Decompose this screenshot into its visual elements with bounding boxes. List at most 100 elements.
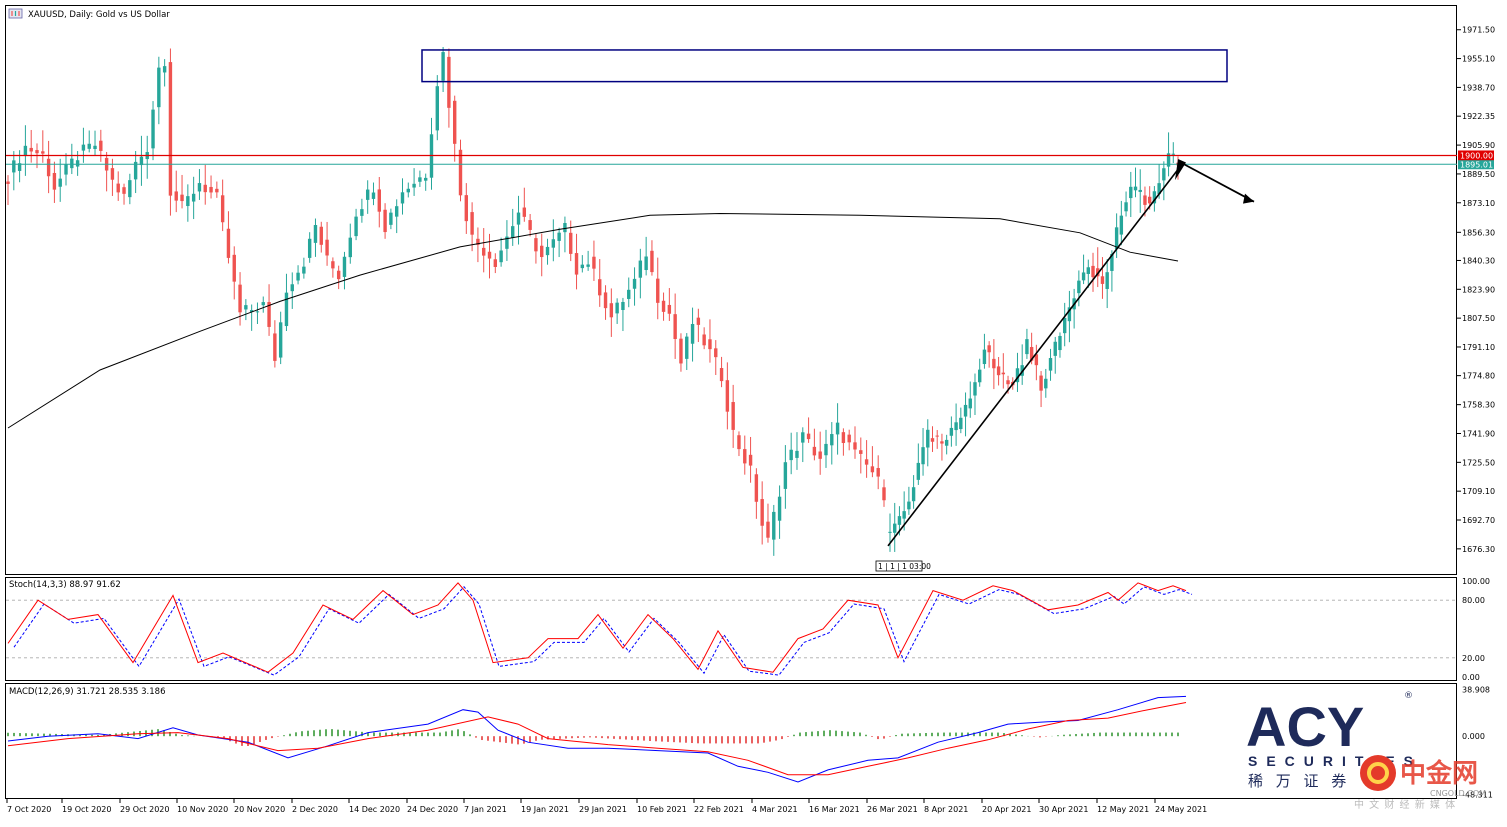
watermark-sub: CNGOLD.COM	[1430, 789, 1486, 798]
stoch-tick-label: 100.00	[1462, 577, 1490, 586]
chart-title: XAUUSD, Daily: Gold vs US Dollar	[28, 10, 170, 20]
candle-body	[1129, 186, 1133, 199]
price-tick-label: 1676.30	[1462, 545, 1495, 554]
candle-body	[777, 496, 782, 521]
candle-body	[748, 454, 753, 466]
candle-body	[122, 187, 126, 194]
candle-body	[365, 189, 370, 200]
candle-body	[35, 150, 39, 154]
stoch-pane	[5, 577, 1457, 681]
candle-body	[296, 272, 300, 281]
candle-body	[1124, 202, 1128, 212]
candle-body	[87, 143, 91, 149]
candle-body	[921, 447, 925, 465]
stoch-title: Stoch(14,3,3) 88.97 91.62	[9, 580, 121, 590]
candle-body	[6, 181, 10, 184]
candle-body	[383, 209, 387, 233]
candle-body	[944, 439, 949, 446]
candle-body	[476, 238, 480, 245]
candle-body	[968, 398, 972, 409]
price-tick-label: 1692.70	[1462, 516, 1495, 525]
price-tick-label: 1741.90	[1462, 429, 1495, 438]
forecast-arrow[interactable]	[1183, 163, 1255, 203]
candle-body	[412, 183, 416, 188]
candle-body	[978, 369, 982, 383]
moving-average	[7, 212, 1179, 429]
candle-body	[157, 67, 161, 108]
time-tick-label: 26 Mar 2021	[867, 805, 918, 814]
candle-body	[1015, 368, 1020, 383]
candle-body	[586, 264, 590, 267]
candle-body	[853, 442, 857, 450]
candle-body	[487, 251, 492, 259]
price-tick-label: 1758.30	[1462, 401, 1495, 410]
time-tick-label: 8 Apr 2021	[924, 805, 968, 814]
resistance-price-tag	[1458, 150, 1494, 161]
price-tick-label: 1955.10	[1462, 55, 1495, 64]
stochastic-oscillator: 100.00 80.00 20.00 0.00	[6, 577, 1490, 682]
candle-body	[580, 264, 585, 269]
candle-body	[17, 163, 22, 171]
current-price-label: 1895.01	[1460, 161, 1493, 170]
trend-arrow-head-icon	[1175, 158, 1186, 181]
price-tick-label: 1823.90	[1462, 285, 1495, 294]
candle-body	[1171, 153, 1175, 155]
candle-body	[603, 292, 608, 309]
candle-body	[215, 188, 219, 193]
candle-body	[244, 305, 248, 310]
candle-body	[1091, 265, 1095, 278]
chart-icon	[8, 8, 23, 19]
candle-body	[116, 183, 120, 193]
time-tick-label: 10 Nov 2020	[177, 805, 228, 814]
cngold-watermark: 中金网 CNGOLD.COM 中 文 财 经 新 媒 体	[1354, 755, 1486, 811]
candle-body	[151, 109, 155, 149]
candle-body	[64, 164, 68, 175]
price-tick-label: 1725.50	[1462, 458, 1495, 467]
candle-body	[191, 193, 196, 202]
candle-body	[982, 349, 987, 365]
candle-body	[313, 225, 318, 243]
candle-body	[1077, 280, 1081, 294]
stoch-tick-label: 0.00	[1462, 673, 1480, 682]
candle-body	[470, 212, 474, 235]
candle-body	[545, 246, 550, 256]
candle-body	[1105, 272, 1109, 289]
supply-zone-box[interactable]	[421, 49, 1228, 83]
time-tick-label: 10 Feb 2021	[637, 805, 687, 814]
candle-body	[959, 417, 963, 430]
candle-body	[46, 158, 51, 177]
candle-body	[766, 521, 770, 538]
time-tick-label: 16 Mar 2021	[809, 805, 860, 814]
candle-body	[592, 256, 596, 269]
candle-body	[273, 333, 277, 361]
candle-body	[1006, 380, 1010, 385]
price-tick-label: 1938.70	[1462, 83, 1495, 92]
candle-body	[824, 443, 828, 456]
candle-body	[1119, 215, 1124, 235]
candle-body	[907, 501, 911, 510]
uptrend-line[interactable]	[887, 163, 1183, 547]
candle-body	[818, 451, 822, 459]
logo-sub: SECURITIES	[1248, 753, 1422, 769]
candle-body	[702, 334, 706, 346]
candle-body	[1034, 354, 1039, 366]
candle-body	[232, 254, 236, 282]
candle-body	[267, 302, 271, 327]
stoch-tick-label: 20.00	[1462, 654, 1485, 663]
macd-tick-label: 0.000	[1462, 732, 1485, 741]
candle-body	[29, 147, 33, 152]
candle-body	[261, 302, 265, 306]
candle-body	[1053, 341, 1057, 356]
candle-body	[557, 232, 561, 241]
candle-body	[249, 310, 254, 313]
candle-body	[377, 189, 381, 212]
candle-body	[987, 345, 991, 353]
price-tick-label: 1791.10	[1462, 343, 1495, 352]
candle-body	[864, 459, 869, 465]
candle-body	[516, 212, 521, 225]
candle-body	[325, 239, 329, 256]
price-tick-label: 1774.80	[1462, 372, 1495, 381]
candle-body	[679, 338, 683, 364]
